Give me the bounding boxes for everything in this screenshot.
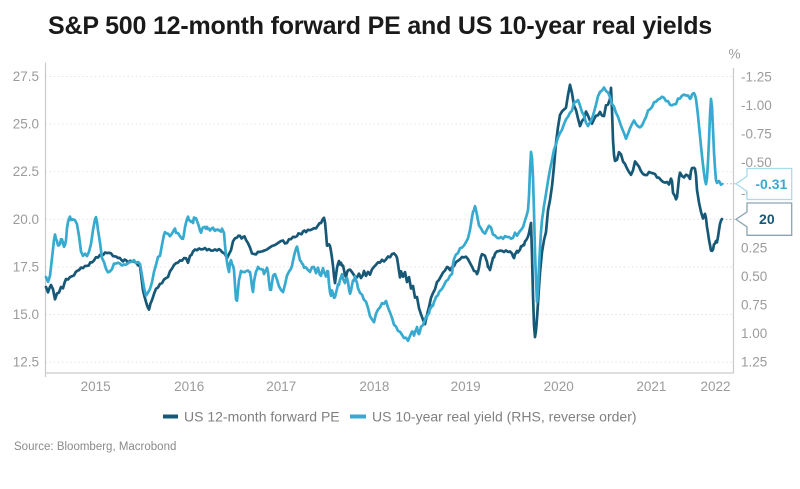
svg-text:12.5: 12.5 [13, 355, 39, 370]
svg-text:2017: 2017 [266, 379, 296, 394]
svg-text:25.0: 25.0 [13, 117, 39, 132]
svg-text:US 12-month forward PE: US 12-month forward PE [184, 409, 340, 425]
svg-text:US 10-year real yield (RHS, re: US 10-year real yield (RHS, reverse orde… [372, 409, 637, 425]
svg-text:-0.50: -0.50 [741, 155, 772, 170]
svg-text:2019: 2019 [451, 379, 481, 394]
svg-text:15.0: 15.0 [13, 307, 39, 322]
svg-text:1.00: 1.00 [741, 326, 767, 341]
svg-text:2016: 2016 [174, 379, 204, 394]
svg-text:-1.25: -1.25 [741, 69, 772, 84]
svg-text:2015: 2015 [81, 379, 111, 394]
svg-text:2018: 2018 [359, 379, 389, 394]
svg-text:2020: 2020 [544, 379, 574, 394]
svg-text:Source: Bloomberg, Macrobond: Source: Bloomberg, Macrobond [14, 441, 176, 453]
svg-text:-0.31: -0.31 [755, 176, 787, 192]
svg-text:27.5: 27.5 [13, 69, 39, 84]
svg-text:%: % [728, 47, 740, 62]
svg-text:-0.75: -0.75 [741, 126, 772, 141]
svg-text:0.25: 0.25 [741, 240, 767, 255]
svg-text:20: 20 [759, 211, 775, 227]
svg-text:22.5: 22.5 [13, 164, 39, 179]
svg-text:0.50: 0.50 [741, 269, 767, 284]
svg-text:17.5: 17.5 [13, 259, 39, 274]
svg-text:2022: 2022 [700, 379, 730, 394]
svg-text:1.25: 1.25 [741, 354, 767, 369]
svg-text:20.0: 20.0 [13, 212, 39, 227]
svg-text:-1.00: -1.00 [741, 98, 772, 113]
svg-text:0.75: 0.75 [741, 297, 767, 312]
svg-text:2021: 2021 [636, 379, 666, 394]
